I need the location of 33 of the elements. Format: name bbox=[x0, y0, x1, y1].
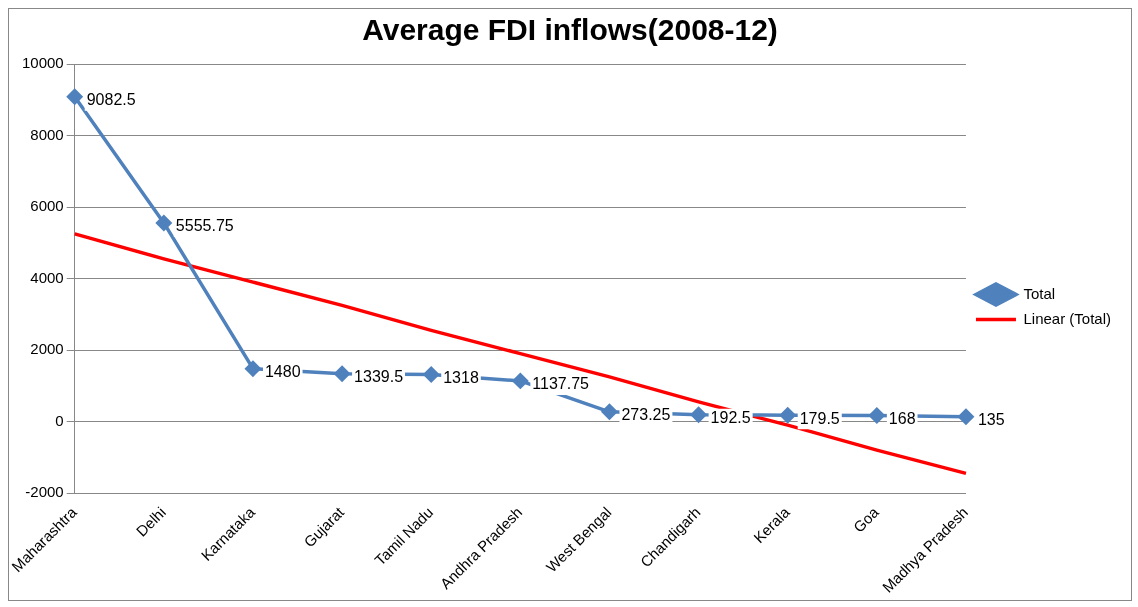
point bbox=[156, 215, 172, 231]
data-label: 1339.5 bbox=[354, 368, 404, 386]
data-label: 179.5 bbox=[799, 409, 840, 427]
point bbox=[423, 366, 439, 383]
y-tick-label: -2000 bbox=[25, 483, 64, 501]
point bbox=[869, 407, 885, 424]
point bbox=[66, 89, 83, 105]
x-tick-label: Goa bbox=[849, 503, 883, 536]
data-label: 1318 bbox=[443, 368, 479, 386]
point bbox=[334, 365, 350, 382]
chart-title: Average FDI inflows(2008-12) bbox=[362, 13, 778, 47]
y-tick-label: 6000 bbox=[30, 197, 64, 215]
point bbox=[512, 373, 529, 389]
data-label: 135 bbox=[977, 411, 1005, 429]
y-tick-label: 2000 bbox=[30, 340, 64, 358]
y-tick-label: 4000 bbox=[30, 268, 64, 286]
data-label: 1137.75 bbox=[532, 375, 590, 393]
point bbox=[690, 406, 707, 423]
point bbox=[245, 360, 261, 377]
y-tick-label: 10000 bbox=[21, 54, 64, 72]
data-label: 273.25 bbox=[621, 406, 671, 424]
point bbox=[958, 408, 974, 425]
data-label: 5555.75 bbox=[175, 217, 234, 235]
y-tick-label: 0 bbox=[55, 411, 64, 429]
point bbox=[601, 404, 618, 420]
legend-label: Linear (Total) bbox=[1023, 309, 1112, 327]
data-label: 1480 bbox=[264, 363, 301, 381]
data-label: 192.5 bbox=[710, 409, 751, 427]
point bbox=[779, 407, 796, 423]
data-label: 9082.5 bbox=[86, 91, 136, 109]
y-tick-label: 8000 bbox=[30, 125, 64, 143]
data-label: 168 bbox=[888, 409, 916, 427]
legend-label: Total bbox=[1023, 284, 1056, 302]
